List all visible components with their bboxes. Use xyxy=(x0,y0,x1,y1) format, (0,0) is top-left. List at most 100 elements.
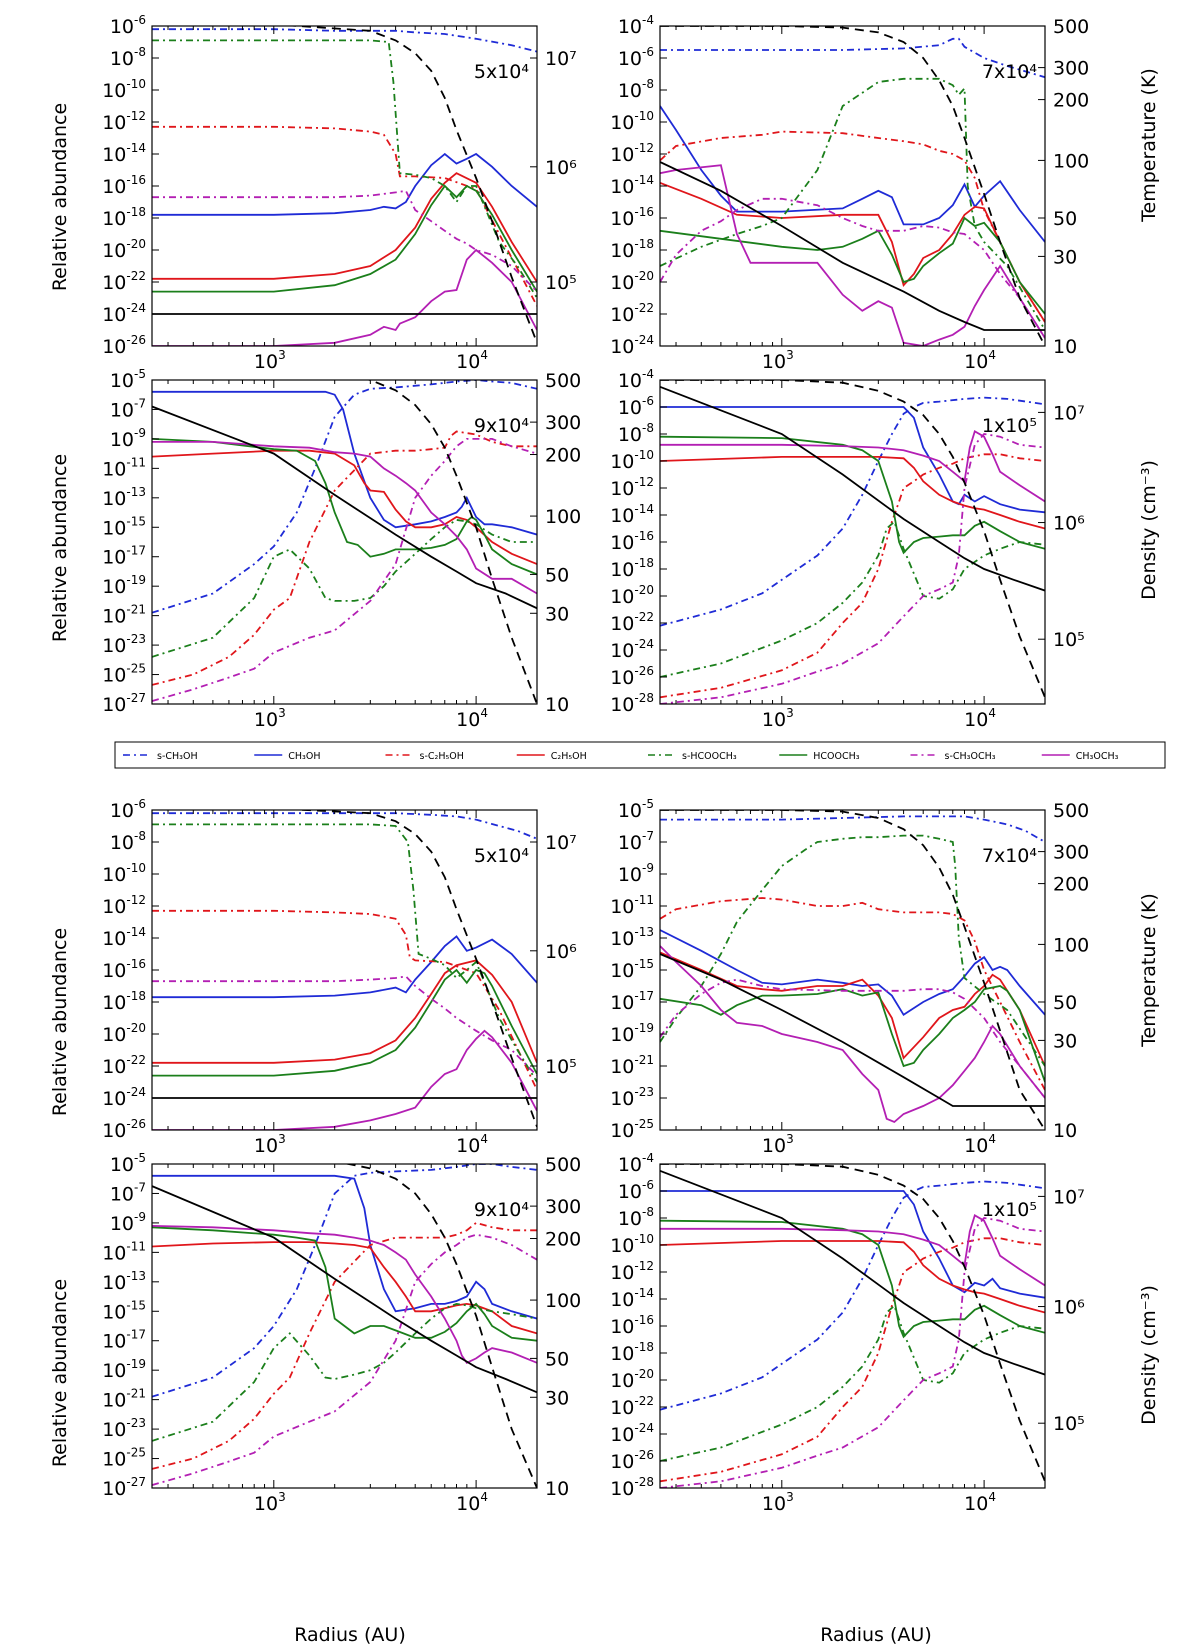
xtick-label: 103 xyxy=(254,1132,286,1157)
ytick-label: 10-20 xyxy=(102,237,146,262)
series-line-s-HCOOCH3 xyxy=(660,1304,1045,1462)
right-tick-label: 10⁷ xyxy=(545,48,577,70)
xtick-label: 104 xyxy=(456,1132,488,1157)
ytick-label: 10-9 xyxy=(618,861,654,886)
right-tick-label: 10⁵ xyxy=(1053,1413,1085,1435)
right-tick-label: 50 xyxy=(545,1348,569,1370)
ytick-label: 10-10 xyxy=(610,448,654,473)
ytick-label: 10-5 xyxy=(110,1151,146,1176)
ytick-label: 10-13 xyxy=(102,485,146,510)
ytick-label: 10-12 xyxy=(102,893,146,918)
series-line-s-C2H5OH xyxy=(152,1221,537,1470)
series-line-s-HCOOCH3 xyxy=(152,39,537,299)
xlabel-left: Radius (AU) xyxy=(294,1624,405,1646)
ytick-label: 10-4 xyxy=(618,1151,654,1176)
xtick-label: 104 xyxy=(964,348,996,373)
series-line-HCOOCH3 xyxy=(660,985,1045,1083)
legend-label: s-CH₃OCH₃ xyxy=(945,751,996,762)
ytick-label: 10-22 xyxy=(102,1053,146,1078)
right-tick-label: 30 xyxy=(545,603,569,625)
series-line-s-C2H5OH xyxy=(152,430,537,686)
ytick-label: 10-8 xyxy=(110,45,146,70)
ytick-label: 10-14 xyxy=(102,141,146,166)
series-line-s-C2H5OH xyxy=(660,453,1045,699)
series-line-C2H5OH xyxy=(152,449,537,565)
series-group xyxy=(660,380,1045,704)
right-tick-label: 10 xyxy=(545,1478,569,1500)
series-line-temperature xyxy=(660,385,1045,592)
right-tick-label: 10⁷ xyxy=(1053,402,1085,424)
xtick-label: 104 xyxy=(456,1490,488,1515)
right-tick-label: 300 xyxy=(1053,842,1089,864)
right-tick-label: 10⁶ xyxy=(545,941,577,963)
ytick-label: 10-27 xyxy=(102,691,146,716)
panel-annotation: 1x10⁵ xyxy=(982,1199,1037,1221)
ytick-label: 10-10 xyxy=(102,77,146,102)
series-line-HCOOCH3 xyxy=(660,1219,1045,1339)
panel-annotation: 7x10⁴ xyxy=(982,61,1038,83)
right-tick-label: 500 xyxy=(545,1154,581,1176)
ylabel-left-3: Relative abundance xyxy=(49,928,71,1116)
right-tick-label: 30 xyxy=(1053,1030,1077,1052)
series-line-CH3OH xyxy=(660,105,1045,243)
series-line-s-HCOOCH3 xyxy=(660,834,1045,1067)
ytick-label: 10-14 xyxy=(102,925,146,950)
ytick-label: 10-24 xyxy=(610,1421,654,1446)
ytick-label: 10-19 xyxy=(102,1357,146,1382)
legend-label: C₂H₅OH xyxy=(551,751,587,762)
ytick-label: 10-6 xyxy=(618,1178,654,1203)
right-tick-label: 10⁶ xyxy=(545,157,577,179)
series-line-CH3OCH3 xyxy=(660,164,1045,346)
legend-label: s-C₂H₅OH xyxy=(420,751,464,762)
ytick-label: 10-20 xyxy=(102,1021,146,1046)
ylabel-left-1: Relative abundance xyxy=(49,103,71,291)
xtick-label: 103 xyxy=(762,1132,794,1157)
series-line-CH3OH xyxy=(660,929,1045,1017)
panel-annotation: 5x10⁴ xyxy=(474,61,530,83)
panel-B4: 10-2810-2610-2410-2210-2010-1810-1610-14… xyxy=(610,1151,1085,1515)
series-line-C2H5OH xyxy=(660,455,1045,530)
ytick-label: 10-24 xyxy=(610,333,654,358)
ytick-label: 10-23 xyxy=(102,1416,146,1441)
ytick-label: 10-26 xyxy=(610,1448,654,1473)
ytick-label: 10-16 xyxy=(610,1313,654,1338)
ylabel-left-2: Relative abundance xyxy=(49,454,71,642)
series-group xyxy=(152,810,537,1130)
ytick-label: 10-4 xyxy=(618,13,654,38)
legend-label: s-HCOOCH₃ xyxy=(682,751,737,762)
series-line-s-C2H5OH xyxy=(660,897,1045,1091)
plot-frame xyxy=(151,379,538,705)
right-tick-label: 10 xyxy=(1053,336,1077,358)
ytick-label: 10-10 xyxy=(102,861,146,886)
ytick-label: 10-12 xyxy=(102,109,146,134)
series-line-s-CH3OH xyxy=(152,1164,537,1398)
ytick-label: 10-11 xyxy=(610,893,654,918)
series-line-CH3OCH3 xyxy=(660,1213,1045,1287)
right-tick-label: 100 xyxy=(545,1290,581,1312)
series-line-s-HCOOCH3 xyxy=(152,518,537,658)
right-tick-label: 100 xyxy=(545,506,581,528)
series-line-CH3OCH3 xyxy=(152,1029,537,1130)
ytick-label: 10-24 xyxy=(102,1085,146,1110)
series-line-s-CH3OCH3 xyxy=(660,1217,1045,1488)
ytick-label: 10-10 xyxy=(610,109,654,134)
right-tick-label: 500 xyxy=(545,370,581,392)
xlabel-right: Radius (AU) xyxy=(820,1624,931,1646)
series-line-s-CH3OH xyxy=(152,28,537,53)
series-line-CH3OH xyxy=(152,390,537,536)
legend: s-CH₃OH CH₃OH s-C₂H₅OH C₂H₅OH s-HCOOCH₃ HCOOC… xyxy=(114,741,1166,769)
ytick-label: 10-7 xyxy=(110,1180,146,1205)
xtick-label: 104 xyxy=(964,706,996,731)
series-line-HCOOCH3 xyxy=(660,216,1045,315)
ytick-label: 10-14 xyxy=(610,502,654,527)
ytick-label: 10-6 xyxy=(618,394,654,419)
ytick-label: 10-26 xyxy=(610,664,654,689)
ytick-label: 10-10 xyxy=(610,1232,654,1257)
ytick-label: 10-22 xyxy=(610,610,654,635)
right-tick-label: 200 xyxy=(1053,90,1089,112)
ytick-label: 10-22 xyxy=(610,301,654,326)
ytick-label: 10-18 xyxy=(102,989,146,1014)
xtick-label: 104 xyxy=(964,1490,996,1515)
ylabel-temperature-2: Temperature (K) xyxy=(1138,893,1160,1048)
panel-B3: 10-27 10-25 10-23 10-21 10-19 10-17 10-15 10-13… xyxy=(102,1151,581,1515)
